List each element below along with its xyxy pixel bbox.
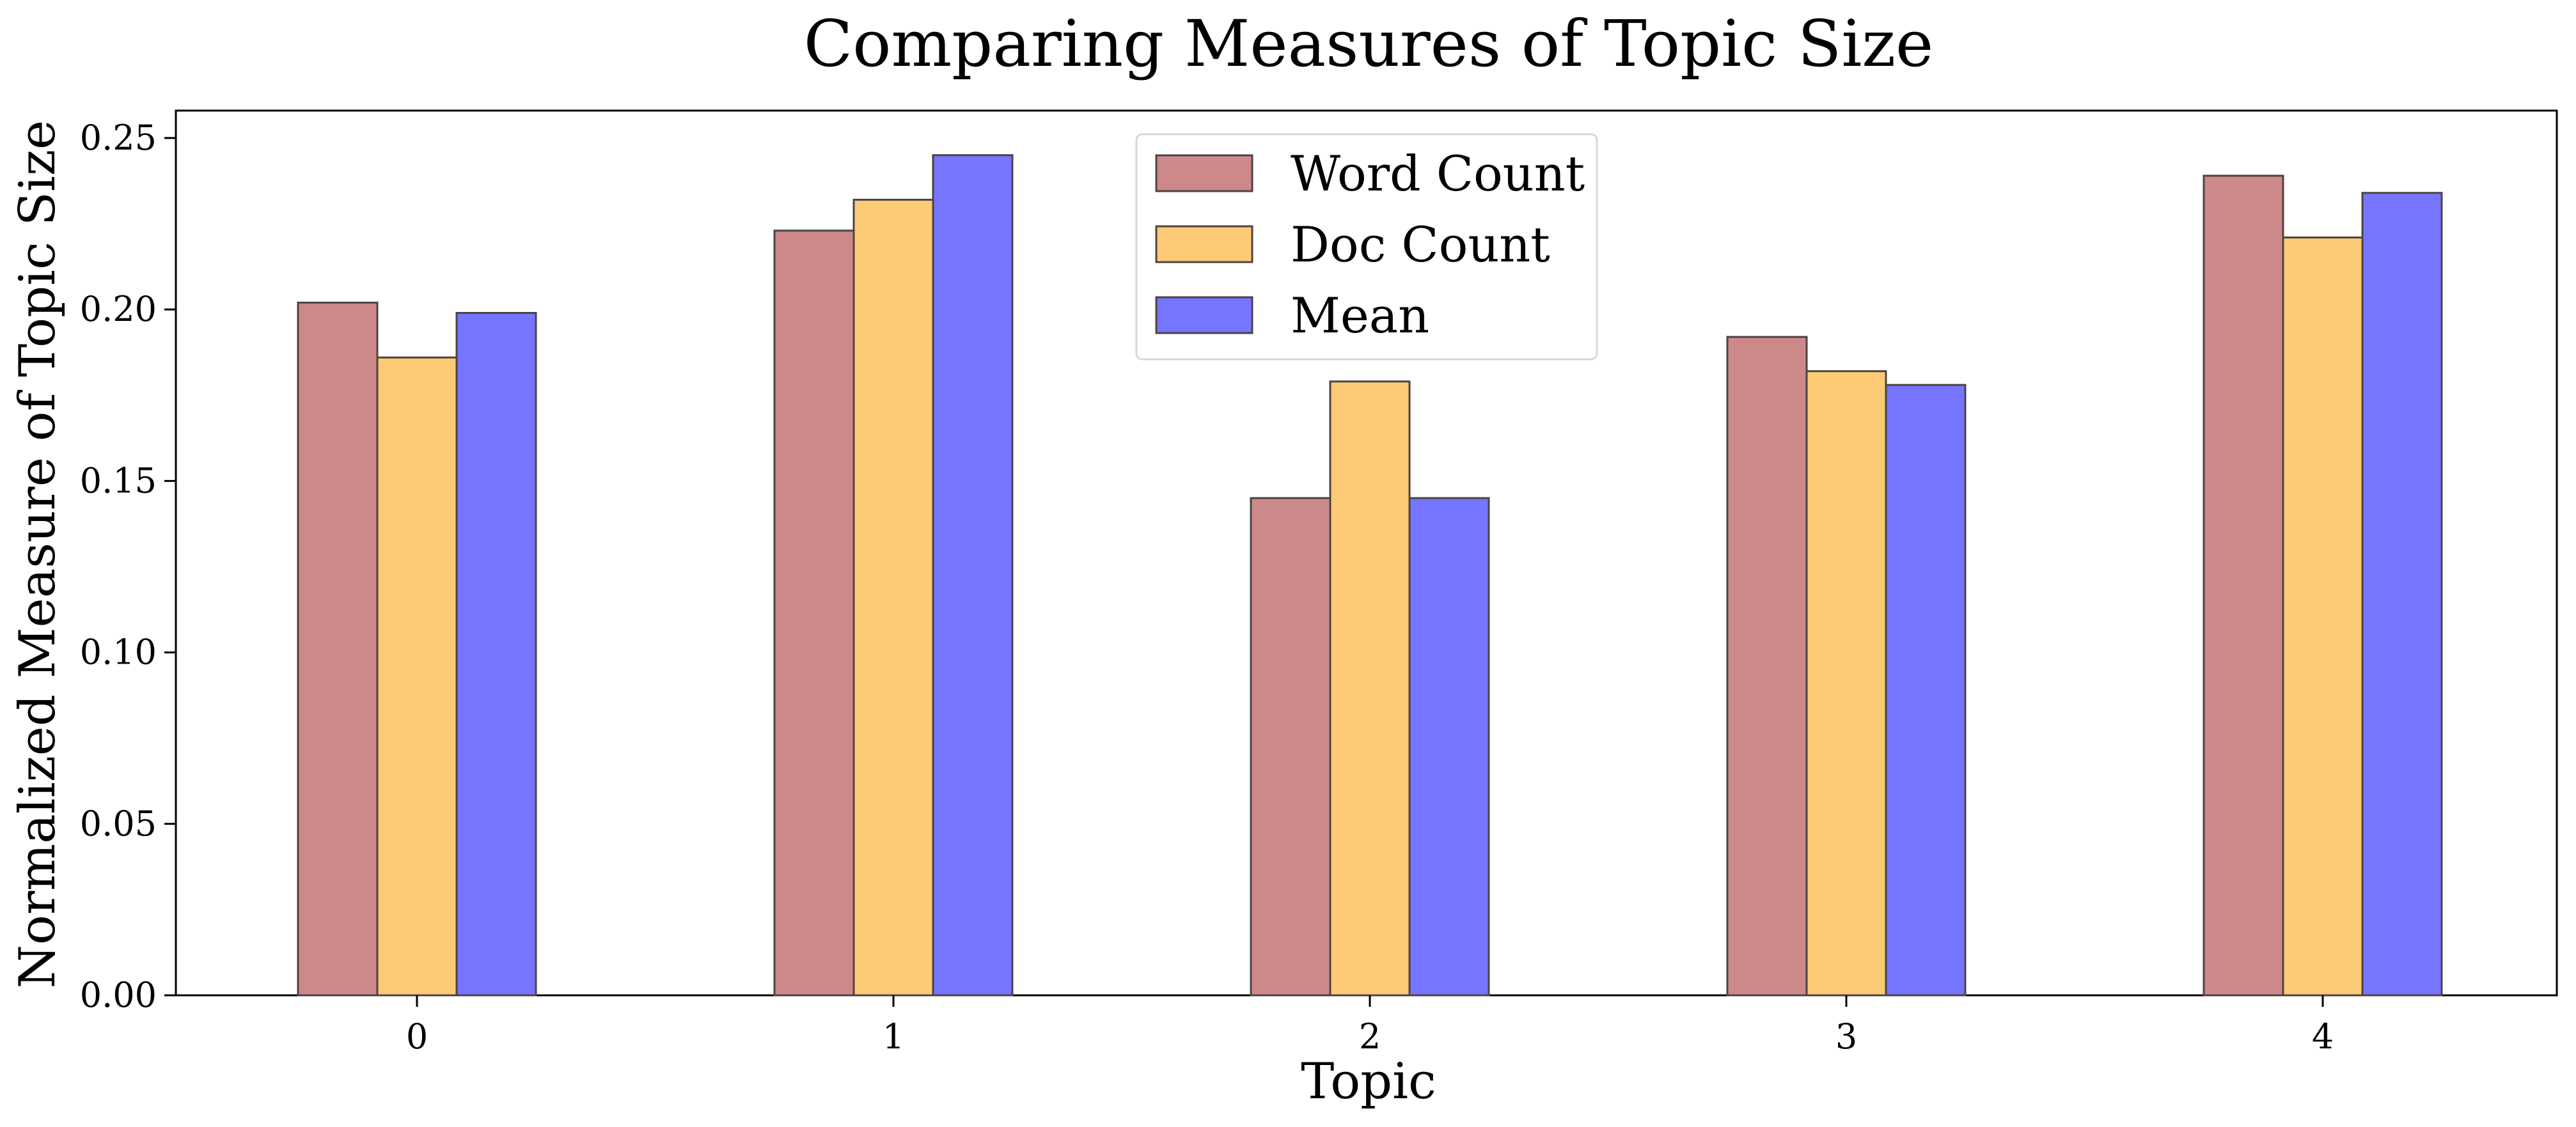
x-axis-label: Topic xyxy=(1301,1053,1436,1110)
bar-word-count-topic-0 xyxy=(297,301,379,997)
y-tick-label: 0.00 xyxy=(80,975,157,1015)
y-axis-ticks: 0.00 0.05 0.10 0.15 0.20 0.25 xyxy=(80,118,176,1015)
legend-label-mean: Mean xyxy=(1291,287,1429,344)
chart-legend: Word Count Doc Count Mean xyxy=(1135,133,1598,361)
x-tick-label: 2 xyxy=(1359,1016,1381,1057)
bar-word-count-topic-4 xyxy=(2203,175,2284,997)
bars-group xyxy=(297,154,2443,997)
chart-title: Comparing Measures of Topic Size xyxy=(804,6,1933,81)
bar-doc-count-topic-3 xyxy=(1805,370,1887,997)
y-tick-label: 0.20 xyxy=(80,289,157,329)
bar-mean-topic-3 xyxy=(1885,384,1967,997)
y-tick-label: 0.10 xyxy=(80,632,157,672)
x-tick-label: 0 xyxy=(406,1016,428,1057)
legend-label-word-count: Word Count xyxy=(1291,145,1585,202)
bar-mean-topic-2 xyxy=(1408,497,1490,997)
bar-mean-topic-1 xyxy=(932,154,1014,997)
bar-word-count-topic-1 xyxy=(773,229,855,997)
y-axis-label: Normalized Measure of Topic Size xyxy=(9,120,67,988)
bar-mean-topic-4 xyxy=(2361,192,2443,997)
y-tick-label: 0.15 xyxy=(80,460,157,501)
legend-swatch-mean xyxy=(1155,296,1253,334)
legend-label-doc-count: Doc Count xyxy=(1291,216,1550,273)
y-tick-label: 0.05 xyxy=(80,804,157,844)
x-tick-label: 1 xyxy=(883,1016,904,1057)
x-tick-label: 3 xyxy=(1835,1016,1857,1057)
x-axis-ticks: 0 1 2 3 4 xyxy=(406,995,2334,1057)
legend-swatch-doc-count xyxy=(1155,225,1253,263)
bar-mean-topic-0 xyxy=(455,311,537,997)
bar-doc-count-topic-2 xyxy=(1329,380,1411,997)
x-tick-label: 4 xyxy=(2312,1016,2334,1057)
legend-swatch-word-count xyxy=(1155,154,1253,192)
y-tick-label: 0.25 xyxy=(80,118,157,158)
bar-doc-count-topic-4 xyxy=(2282,236,2364,997)
bar-doc-count-topic-1 xyxy=(852,198,934,997)
bar-doc-count-topic-0 xyxy=(376,356,458,997)
bar-word-count-topic-3 xyxy=(1726,336,1808,997)
bar-word-count-topic-2 xyxy=(1250,497,1331,997)
